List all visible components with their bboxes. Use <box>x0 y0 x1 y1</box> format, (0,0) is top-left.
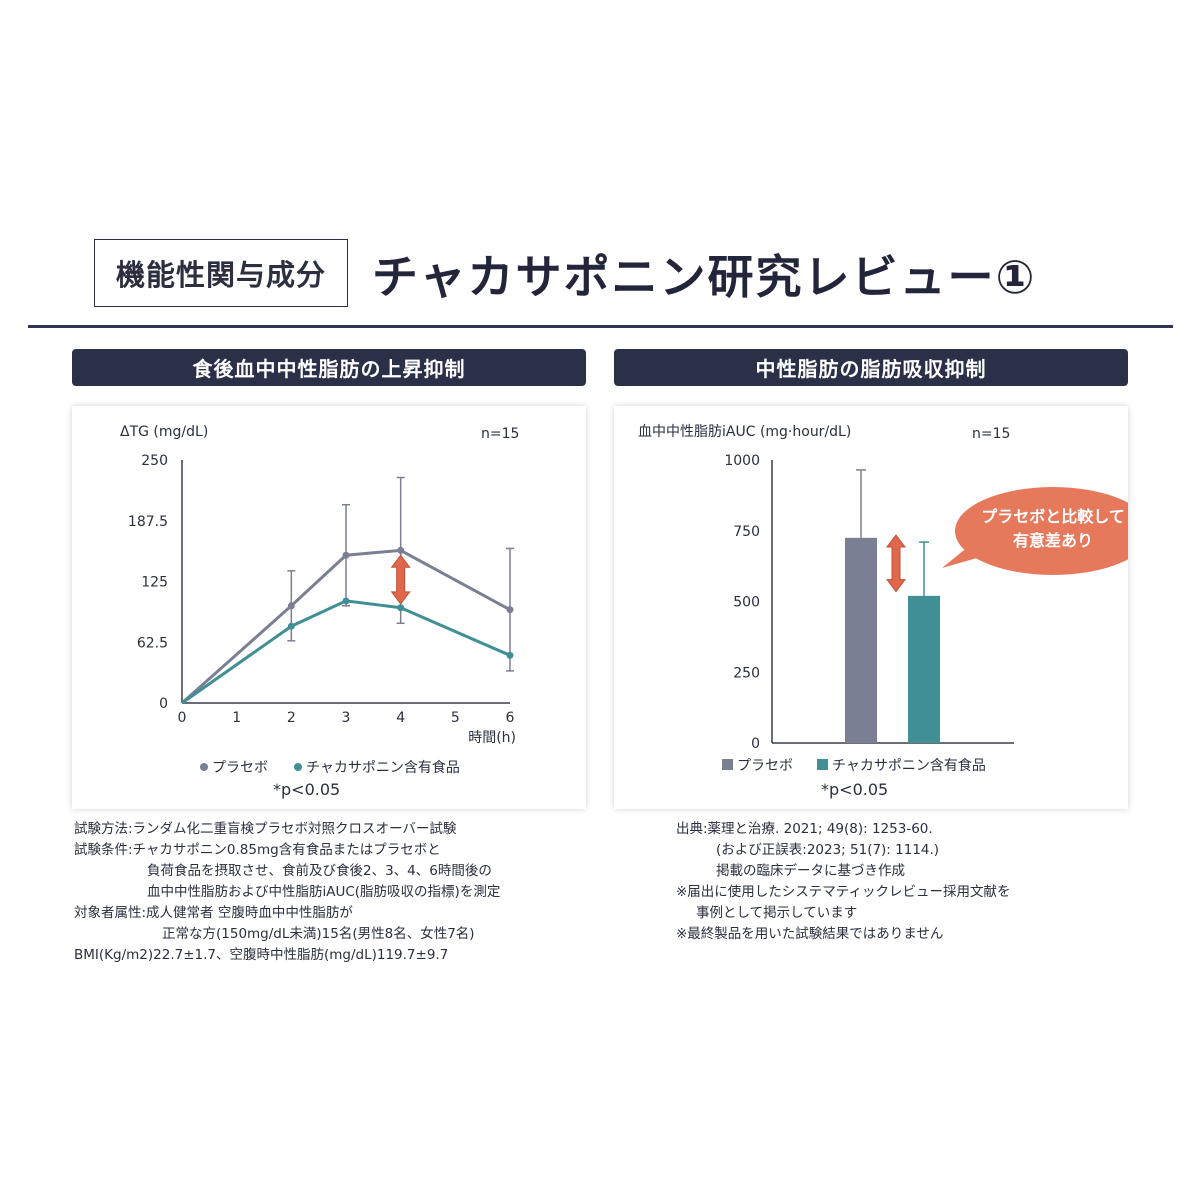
x-tick-label: 3 <box>342 710 351 726</box>
legend-marker-placebo <box>722 759 733 770</box>
difference-arrow-icon <box>886 534 906 593</box>
line-chart: ΔTG (mg/dL) n=15 0 62.5 125 187.5 250 0 1 2 3 4 5 6 時間… <box>120 424 519 799</box>
left-panel-heading: 食後血中中性脂肪の上昇抑制 <box>72 349 586 386</box>
note-line: BMI(Kg/m2)22.7±1.7、空腹時中性脂肪(mg/dL)119.7±9… <box>74 947 449 963</box>
note-line: ※届出に使用したシステマティックレビュー採用文献を <box>676 884 1011 900</box>
data-point <box>506 651 514 659</box>
note-line: 掲載の臨床データに基づき作成 <box>716 863 905 879</box>
x-tick-label: 4 <box>396 710 405 726</box>
bar <box>845 537 877 743</box>
y-tick-label: 250 <box>141 453 168 469</box>
data-point <box>506 606 514 614</box>
significance-note: *p<0.05 <box>821 780 888 799</box>
x-axis-label: 時間(h) <box>468 730 516 746</box>
page-title: チャカサポニン研究レビュー① <box>372 250 1037 304</box>
sample-size-label: n=15 <box>972 426 1010 442</box>
y-tick-label: 125 <box>141 575 168 591</box>
legend-marker-placebo <box>200 763 208 771</box>
y-tick-label: 187.5 <box>128 514 168 530</box>
source-notes: 出典:薬理と治療. 2021; 49(8): 1253-60. (および正誤表:… <box>676 819 1011 945</box>
bar <box>908 595 940 743</box>
x-tick-label: 0 <box>178 710 187 726</box>
note-line: 試験条件:チャカサポニン0.85mg含有食品またはプラセボと <box>74 842 441 858</box>
title-divider <box>28 325 1173 328</box>
y-tick-label: 750 <box>733 524 760 540</box>
legend-marker-test <box>294 763 302 771</box>
y-axis-label: ΔTG (mg/dL) <box>120 424 208 440</box>
data-point <box>397 546 405 554</box>
legend-label: チャカサポニン含有食品 <box>306 759 460 776</box>
note-line: 正常な方(150mg/dL未満)15名(男性8名、女性7名) <box>162 926 475 942</box>
legend-label: プラセボ <box>212 760 268 776</box>
callout-text: 有意差あり <box>1013 531 1093 550</box>
y-tick-label: 1000 <box>724 453 760 469</box>
data-point <box>397 604 405 612</box>
note-line: 負荷食品を摂取させ、食前及び食後2、3、4、6時間後の <box>147 863 492 879</box>
callout-text: プラセボと比較して <box>981 507 1125 526</box>
data-point <box>342 551 350 559</box>
y-tick-label: 0 <box>159 696 168 712</box>
note-line: (および正誤表:2023; 51(7): 1114.) <box>716 842 940 858</box>
significance-note: *p<0.05 <box>273 780 340 799</box>
y-tick-label: 250 <box>733 665 760 681</box>
x-tick-label: 1 <box>232 710 241 726</box>
note-line: 出典:薬理と治療. 2021; 49(8): 1253-60. <box>676 821 933 837</box>
right-panel-heading: 中性脂肪の脂肪吸収抑制 <box>614 349 1128 386</box>
data-point <box>342 597 350 605</box>
legend-label: プラセボ <box>737 758 793 774</box>
note-line: ※最終製品を用いた試験結果ではありません <box>676 926 944 942</box>
note-line: 対象者属性:成人健常者 空腹時血中中性脂肪が <box>74 905 353 921</box>
x-tick-label: 5 <box>451 710 460 726</box>
data-point <box>287 622 295 630</box>
y-tick-label: 500 <box>733 595 760 611</box>
bar-chart: 血中中性脂肪iAUC (mg·hour/dL) n=15 0 250 500 750 100… <box>638 424 1151 799</box>
y-tick-label: 0 <box>751 736 760 752</box>
difference-arrow-icon <box>390 554 411 605</box>
note-line: 事例として掲示しています <box>696 905 858 921</box>
note-line: 血中中性脂肪および中性脂肪iAUC(脂肪吸収の指標)を測定 <box>147 884 501 900</box>
line-chart-card: ΔTG (mg/dL) n=15 0 62.5 125 187.5 250 0 1 2 3 4 5 6 時間… <box>72 406 586 809</box>
x-tick-label: 2 <box>287 710 296 726</box>
legend-marker-test <box>817 759 828 770</box>
ingredient-tag: 機能性関与成分 <box>94 239 348 307</box>
bar-chart-card: 血中中性脂肪iAUC (mg·hour/dL) n=15 0 250 500 750 100… <box>614 406 1151 809</box>
legend-label: チャカサポニン含有食品 <box>832 757 986 774</box>
sample-size-label: n=15 <box>481 426 519 442</box>
study-notes: 試験方法:ランダム化二重盲検プラセボ対照クロスオーバー試験 試験条件:チャカサポ… <box>74 819 500 966</box>
callout-bubble <box>955 487 1151 575</box>
note-line: 試験方法:ランダム化二重盲検プラセボ対照クロスオーバー試験 <box>74 821 457 837</box>
y-tick-label: 62.5 <box>137 635 168 651</box>
y-axis-label: 血中中性脂肪iAUC (mg·hour/dL) <box>638 424 851 440</box>
data-point <box>287 602 295 610</box>
x-tick-label: 6 <box>506 710 515 726</box>
series-line <box>181 599 511 705</box>
